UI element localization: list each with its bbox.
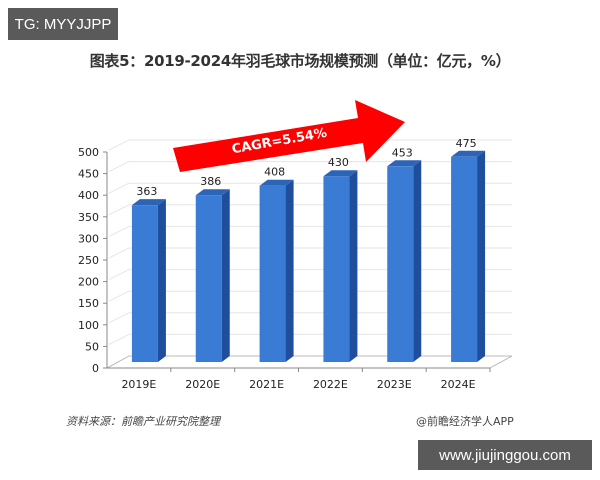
x-tick-label: 2021E <box>249 378 284 391</box>
y-tick-label: 0 <box>92 362 99 375</box>
axes: 0 50 100 150 200 250 300 350 400 450 500 2019E 2020E… <box>78 146 491 391</box>
x-tick-label: 2024E <box>441 378 476 391</box>
y-tick-label: 200 <box>78 276 99 289</box>
y-tick-label: 300 <box>78 232 99 245</box>
site-watermark-badge: www.jiujinggou.com <box>418 440 592 470</box>
y-tick-label: 50 <box>85 340 99 353</box>
y-tick-label: 250 <box>78 254 99 267</box>
bar-value-label: 408 <box>264 166 285 179</box>
x-tick-label: 2019E <box>121 378 156 391</box>
y-tick-label: 450 <box>78 168 99 181</box>
bar-value-label: 430 <box>328 156 349 169</box>
y-tick-label: 500 <box>78 146 99 159</box>
bar-value-label: 363 <box>136 185 157 198</box>
app-credit: @前瞻经济学人APP <box>416 415 514 428</box>
bar-value-label: 475 <box>456 137 477 150</box>
chart-title: 图表5：2019-2024年羽毛球市场规模预测（单位：亿元，%） <box>89 52 511 70</box>
bars: 363 386 408 430 453 475 <box>131 137 486 362</box>
source-note: 资料来源：前瞻产业研究院整理 <box>66 415 220 428</box>
bar-2019E: 363 <box>131 185 166 362</box>
y-tick-label: 350 <box>78 211 99 224</box>
y-tick-label: 400 <box>78 189 99 202</box>
bar-2020E: 386 <box>195 175 230 362</box>
bar-2024E: 475 <box>451 137 486 362</box>
x-tick-label: 2022E <box>313 378 348 391</box>
tg-watermark-badge: TG: MYYJJPP <box>8 8 118 40</box>
x-tick-label: 2020E <box>185 378 220 391</box>
bar-value-label: 453 <box>392 146 413 159</box>
bar-2021E: 408 <box>259 166 294 362</box>
y-tick-label: 150 <box>78 297 99 310</box>
bar-2022E: 430 <box>323 156 358 362</box>
bar-value-label: 386 <box>200 175 221 188</box>
x-tick-label: 2023E <box>377 378 412 391</box>
bar-2023E: 453 <box>387 146 422 362</box>
y-tick-label: 100 <box>78 319 99 332</box>
